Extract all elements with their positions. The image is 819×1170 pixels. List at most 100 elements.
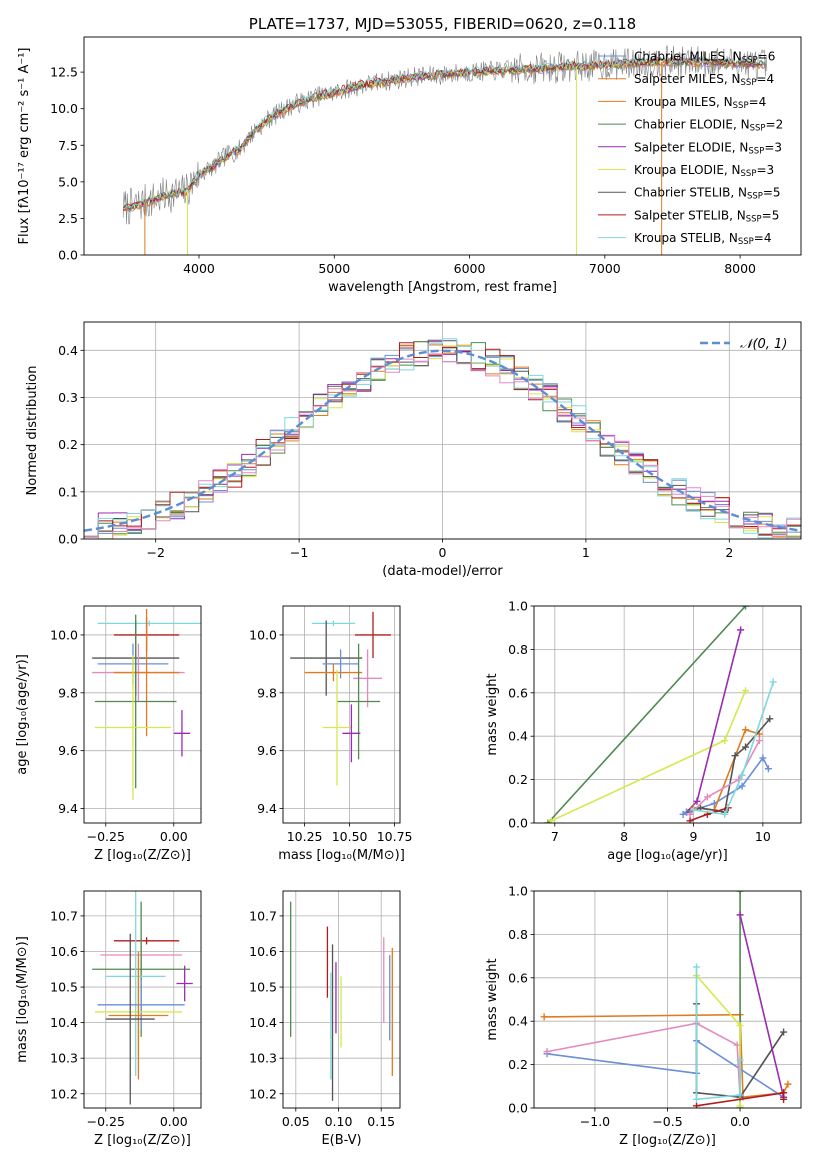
x-tick-label: 0.00 bbox=[160, 829, 188, 844]
y-axis-label: mass [log₁₀(M/M⊙)] bbox=[15, 936, 30, 1063]
legend-tail: =5 bbox=[763, 186, 781, 200]
legend-tail: =5 bbox=[762, 208, 780, 222]
model-spectrum-7 bbox=[122, 56, 767, 208]
x-tick-label: −1 bbox=[290, 545, 308, 560]
grid bbox=[84, 891, 201, 1108]
legend-sub: SSP bbox=[738, 237, 754, 247]
y-axis-label: Flux [fλ10⁻¹⁷ erg cm⁻² s⁻¹ A⁻¹] bbox=[17, 48, 32, 245]
weight-marker bbox=[737, 626, 745, 634]
y-tick-label: 10.7 bbox=[50, 908, 78, 923]
plot-area bbox=[290, 901, 393, 1101]
x-axis-label: Z [log₁₀(Z/Z⊙)] bbox=[94, 848, 191, 863]
legend-name: Kroupa ELODIE, N bbox=[634, 163, 741, 177]
legend-name: Salpeter ELODIE, N bbox=[634, 140, 748, 154]
axes-frame bbox=[533, 605, 802, 824]
y-tick-label: 1.0 bbox=[508, 884, 528, 899]
axes-frame bbox=[83, 36, 802, 256]
y-tick-label: 5.0 bbox=[58, 174, 78, 189]
y-tick-label: 0.0 bbox=[58, 248, 78, 263]
x-tick-label: 8000 bbox=[724, 261, 756, 276]
x-tick-label: 0.00 bbox=[160, 1114, 188, 1129]
y-tick-label: 0.6 bbox=[508, 685, 528, 700]
y-tick-label: 9.8 bbox=[58, 685, 78, 700]
legend-tail: =4 bbox=[749, 95, 767, 109]
weight-marker bbox=[736, 1102, 744, 1108]
axes: −0.25 0.00 10.2 10.3 10.4 10.5 10.6 10.7 Z [log₁… bbox=[15, 890, 202, 1148]
y-tick-label: 9.8 bbox=[257, 685, 277, 700]
y-tick-label: 9.4 bbox=[257, 801, 277, 816]
model-spectrum-8 bbox=[122, 55, 767, 209]
y-axis-label: Normed distribution bbox=[25, 366, 40, 496]
weight-marker bbox=[693, 797, 701, 805]
axes: 10.25 10.50 10.75 9.4 9.6 9.8 10.0 mass [log₁₀(… bbox=[249, 605, 413, 863]
x-tick-label: 5000 bbox=[318, 261, 350, 276]
y-tick-label: 0.0 bbox=[508, 1101, 528, 1116]
y-tick-label: 2.5 bbox=[58, 211, 78, 226]
axes-frame bbox=[282, 605, 401, 824]
legend-name: Chabrier STELIB, N bbox=[634, 186, 747, 200]
y-tick-label: 7.5 bbox=[58, 138, 78, 153]
legend-entry: Salpeter MILES, NSSP=4 bbox=[634, 72, 774, 88]
legend-sub: SSP bbox=[742, 56, 758, 66]
legend-sub: SSP bbox=[746, 214, 762, 224]
legend-entry: Chabrier ELODIE, NSSP=2 bbox=[634, 118, 783, 134]
grid bbox=[283, 606, 400, 823]
y-tick-label: 0.0 bbox=[508, 816, 528, 831]
y-tick-label: 0.2 bbox=[508, 772, 528, 787]
x-tick-label: 8 bbox=[620, 829, 628, 844]
x-tick-label: 10.75 bbox=[377, 829, 413, 844]
legend-name: Salpeter MILES, N bbox=[634, 72, 741, 86]
weight-marker bbox=[731, 752, 739, 760]
y-tick-label: 10.0 bbox=[50, 627, 78, 642]
x-tick-label: 7000 bbox=[589, 261, 621, 276]
y-tick-label: 0.2 bbox=[58, 437, 78, 452]
y-tick-label: 0.0 bbox=[58, 532, 78, 547]
y-axis-label: mass weight bbox=[485, 673, 500, 755]
weight-marker bbox=[736, 911, 744, 919]
y-tick-label: 9.6 bbox=[257, 743, 277, 758]
weight-marker bbox=[780, 1028, 788, 1036]
x-tick-label: 1 bbox=[582, 545, 590, 560]
x-tick-label: 10.25 bbox=[287, 829, 323, 844]
grid bbox=[84, 606, 201, 823]
y-tick-label: 0.2 bbox=[508, 1057, 528, 1072]
axes: −0.25 0.00 9.4 9.6 9.8 10.0 Z [log₁₀(Z/Z⊙)] age… bbox=[15, 605, 202, 863]
x-tick-label: 0.0 bbox=[730, 1114, 750, 1129]
x-tick-label: 0.05 bbox=[282, 1114, 310, 1129]
x-tick-label: 0.15 bbox=[367, 1114, 395, 1129]
legend-sub: SSP bbox=[741, 169, 757, 179]
y-tick-label: 10.2 bbox=[50, 1086, 78, 1101]
legend-tail: =4 bbox=[754, 231, 772, 245]
legend-entry: Chabrier STELIB, NSSP=5 bbox=[634, 186, 781, 202]
weight-marker bbox=[769, 678, 777, 686]
weight-marker bbox=[543, 1048, 551, 1056]
weight-marker bbox=[742, 743, 750, 751]
x-tick-label: 0.10 bbox=[325, 1114, 353, 1129]
weight-marker bbox=[721, 810, 729, 818]
y-tick-label: 0.3 bbox=[58, 390, 78, 405]
y-tick-label: 10.5 bbox=[50, 980, 78, 995]
y-tick-label: 0.4 bbox=[508, 729, 528, 744]
axes-frame bbox=[282, 890, 401, 1109]
weight-marker bbox=[764, 765, 772, 773]
x-axis-label: E(B-V) bbox=[321, 1133, 361, 1148]
mass_weight_vs_Z-panel: −1.0 −0.5 0.0 0.0 0.2 0.4 0.6 0.8 1.0 Z [log₁₀(Z/… bbox=[485, 884, 802, 1148]
y-tick-label: 0.6 bbox=[508, 970, 528, 985]
y-tick-label: 0.1 bbox=[58, 484, 78, 499]
y-tick-label: 10.0 bbox=[249, 627, 277, 642]
legend-entry: Kroupa STELIB, NSSP=4 bbox=[634, 231, 772, 247]
weight-marker bbox=[766, 715, 774, 723]
axes: 7 8 9 10 0.0 0.2 0.4 0.6 0.8 1.0 age [log₁₀(age/yr… bbox=[485, 599, 802, 863]
legend-sub: SSP bbox=[747, 192, 763, 202]
x-tick-label: −0.5 bbox=[652, 1114, 682, 1129]
mass_weight_vs_age-panel: 7 8 9 10 0.0 0.2 0.4 0.6 0.8 1.0 age [log₁₀(age/yr… bbox=[485, 599, 802, 863]
x-axis-label: Z [log₁₀(Z/Z⊙)] bbox=[619, 1133, 716, 1148]
axes-frame bbox=[83, 321, 802, 540]
weight-line-2 bbox=[546, 1022, 784, 1101]
y-tick-label: 1.0 bbox=[508, 599, 528, 614]
axes: −1.0 −0.5 0.0 0.0 0.2 0.4 0.6 0.8 1.0 Z [log₁₀(Z/… bbox=[485, 884, 802, 1148]
legend-name: Kroupa STELIB, N bbox=[634, 231, 738, 245]
plot-area bbox=[290, 611, 391, 786]
y-axis-label: age [log₁₀(age/yr)] bbox=[15, 654, 30, 775]
